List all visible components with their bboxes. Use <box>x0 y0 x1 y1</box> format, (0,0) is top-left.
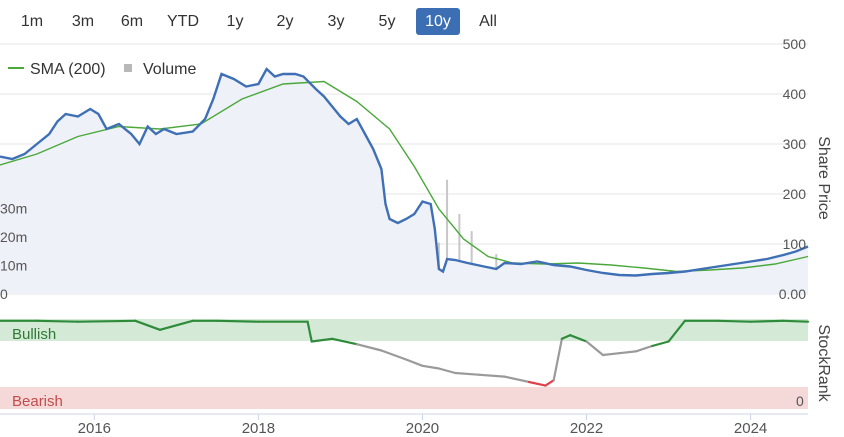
price-tick-label: 100 <box>783 236 807 252</box>
range-selector: 1m 3m 6m YTD 1y 2y 3y 5y 10y All <box>0 4 520 35</box>
stockrank-segment <box>651 340 670 348</box>
bullish-band <box>0 319 808 341</box>
range-button-3y[interactable]: 3y <box>327 13 345 30</box>
stockrank-segment <box>306 320 313 343</box>
stockrank-segment <box>454 371 481 376</box>
price-axis-title: Share Price <box>815 136 832 220</box>
range-button-2y[interactable]: 2y <box>276 13 294 30</box>
volume-axis: 30m 20m 10m 0 <box>0 200 27 302</box>
volume-bar <box>470 231 473 294</box>
stockrank-segment <box>569 334 588 343</box>
stockrank-segment <box>478 373 506 378</box>
stockrank-segment <box>76 319 137 323</box>
volume-bar <box>446 179 449 294</box>
stockrank-segment <box>782 319 810 323</box>
stockrank-segment <box>421 364 440 370</box>
stockrank-segment <box>667 319 687 343</box>
x-tick-label: 2016 <box>78 420 111 437</box>
volume-bar <box>458 214 461 294</box>
range-button-10y[interactable]: 10y <box>416 8 460 35</box>
range-button-6m[interactable]: 6m <box>120 13 144 30</box>
x-tick-label: 2022 <box>570 420 603 437</box>
stockrank-segment <box>749 319 785 323</box>
price-tick-label: 500 <box>783 36 807 52</box>
stockrank-segment <box>544 379 555 387</box>
legend: SMA (200) Volume <box>8 61 196 78</box>
price-axis: 500 400 300 200 100 0.00 <box>779 36 806 302</box>
stockrank-segment <box>134 319 162 331</box>
legend-volume-label: Volume <box>143 61 196 78</box>
range-button-all[interactable]: All <box>479 13 497 30</box>
stockrank-line <box>0 319 810 387</box>
stockrank-segment <box>560 334 572 340</box>
stockrank-panel: Bullish Bearish 0 StockRank <box>0 319 832 410</box>
stockrank-segment <box>618 350 637 355</box>
range-button-ytd[interactable]: YTD <box>167 13 199 30</box>
stockrank-segment <box>585 340 605 357</box>
stockrank-segment <box>331 337 358 346</box>
volume-tick-label: 30m <box>0 200 27 216</box>
range-button-5y[interactable]: 5y <box>378 13 396 30</box>
bullish-label: Bullish <box>12 326 56 343</box>
volume-tick-label: 10m <box>0 257 27 273</box>
volume-tick-label: 0 <box>0 286 8 302</box>
price-tick-label: 400 <box>783 86 807 102</box>
price-line <box>0 67 809 277</box>
volume-tick-label: 20m <box>0 229 27 245</box>
stockrank-segment <box>310 337 334 343</box>
legend-volume-marker <box>124 64 132 72</box>
stockrank-segment <box>216 319 260 323</box>
stockrank-segment <box>552 337 564 382</box>
stockrank-segment <box>355 343 383 352</box>
stockrank-segment <box>527 380 547 387</box>
bearish-label: Bearish <box>12 393 63 410</box>
stockrank-segment <box>503 375 531 384</box>
stockrank-segment <box>437 367 457 375</box>
range-button-3m[interactable]: 3m <box>71 13 95 30</box>
stockrank-segment <box>601 352 621 357</box>
range-button-1y[interactable]: 1y <box>226 13 244 30</box>
price-tick-label: 200 <box>783 186 807 202</box>
stockrank-segment <box>35 319 80 323</box>
x-tick-label: 2024 <box>734 420 767 437</box>
price-tick-label: 300 <box>783 136 807 152</box>
stockrank-segment <box>380 349 408 361</box>
stockrank-segment <box>716 319 752 323</box>
stockrank-axis-title: StockRank <box>815 324 832 402</box>
price-tick-label: 0.00 <box>779 286 806 302</box>
x-tick-label: 2018 <box>242 420 275 437</box>
x-axis: 2016 2018 2020 2022 2024 <box>78 414 767 437</box>
stockrank-segment <box>634 344 654 353</box>
x-tick-label: 2020 <box>406 420 439 437</box>
bearish-band <box>0 387 808 409</box>
price-area <box>0 69 808 294</box>
stockrank-segment <box>404 358 424 367</box>
range-button-1m[interactable]: 1m <box>20 13 44 30</box>
stockrank-segment <box>158 319 194 331</box>
stockrank-zero-tick: 0 <box>796 393 804 409</box>
legend-sma-label: SMA (200) <box>30 61 106 78</box>
